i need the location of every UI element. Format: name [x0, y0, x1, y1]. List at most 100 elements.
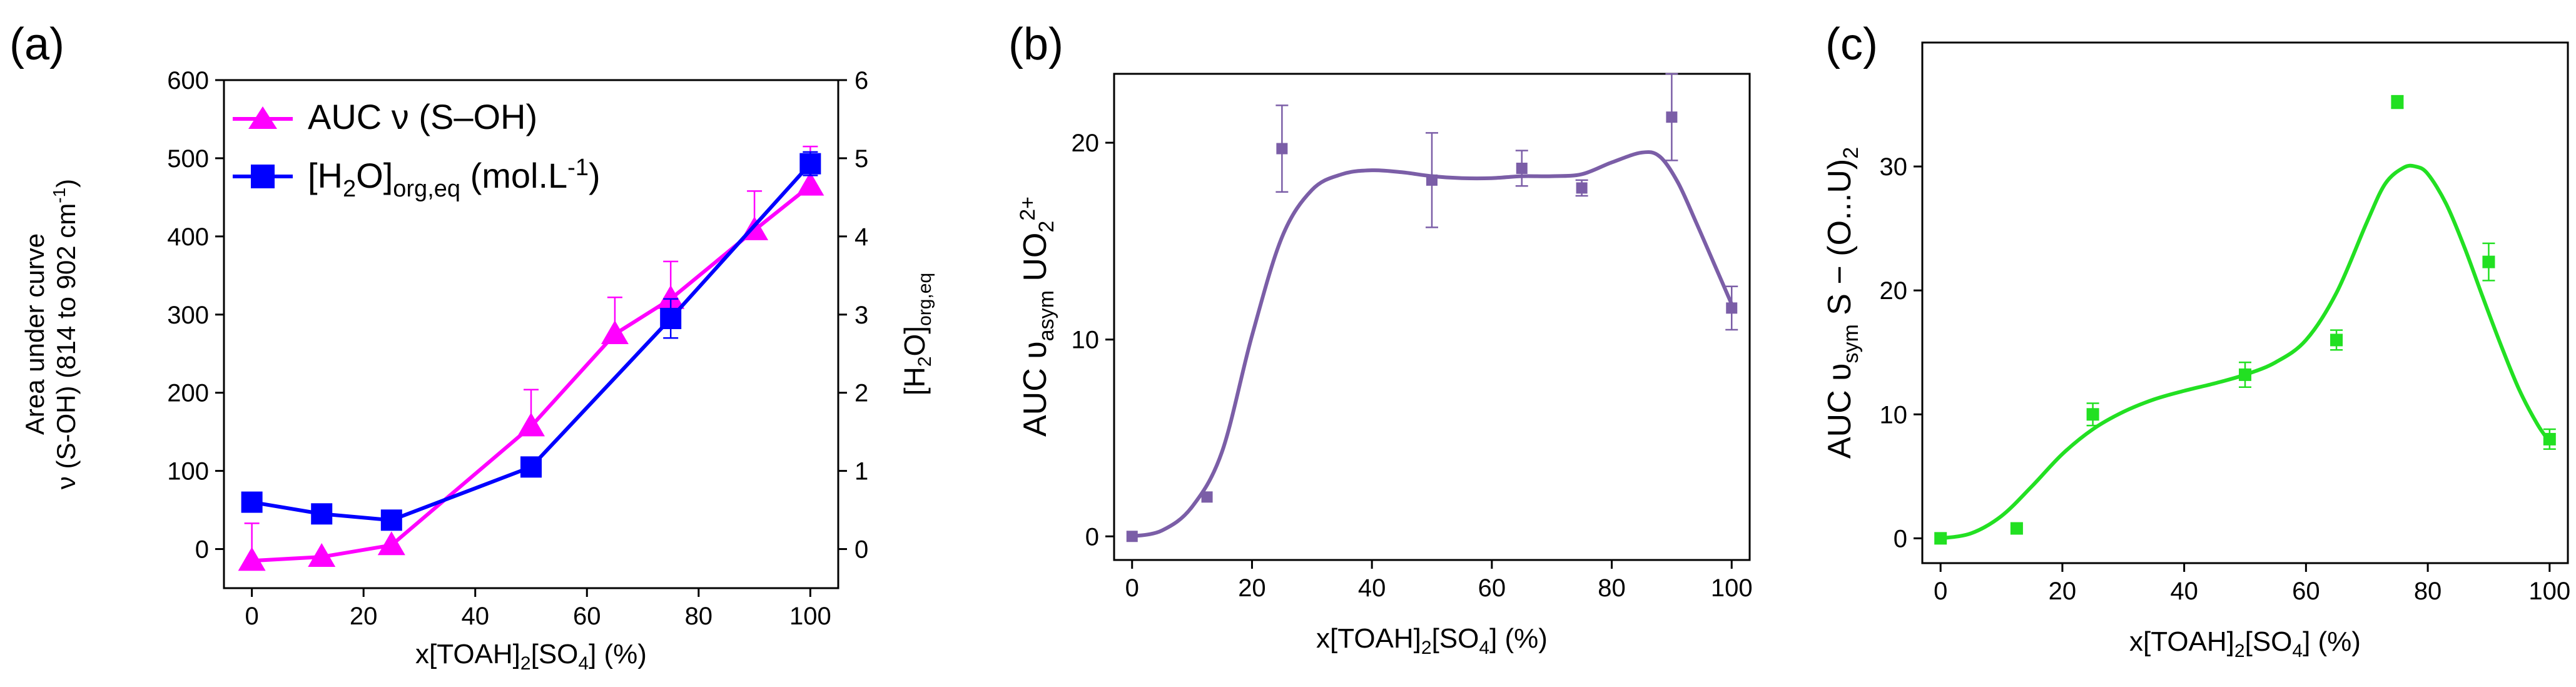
data-point	[1666, 111, 1678, 123]
y-tick-label: 10	[1880, 401, 1908, 429]
series-auc-line	[251, 184, 812, 563]
panel-b-label: (b)	[1008, 19, 1063, 69]
panel-b-x-axis-label: x[TOAH]2[SO4] (%)	[1316, 623, 1548, 658]
y-tick-label: 0	[195, 536, 209, 564]
series-h2o-point	[799, 153, 821, 175]
svg-text:AUC υasym UO22+: AUC υasym UO22+	[1016, 196, 1058, 437]
y-tick-label: 30	[1880, 153, 1908, 181]
x-tick-label: 40	[2170, 578, 2198, 605]
data-point	[1126, 531, 1138, 542]
series-auc-point	[601, 320, 629, 344]
panel-c-y-ticks: 0 10 20 30	[1880, 153, 1922, 552]
y2-tick-label: 2	[854, 380, 868, 407]
panel-a-label: (a)	[9, 19, 64, 69]
x-tick-label: 100	[789, 603, 831, 630]
y-tick-label: 200	[167, 380, 209, 407]
series-auc-point	[517, 412, 545, 437]
x-tick-label: 20	[2049, 578, 2077, 605]
y-tick-label: 0	[1894, 525, 1907, 552]
y-tick-label: 0	[1085, 523, 1099, 551]
x-tick-label: 0	[1125, 574, 1139, 602]
panel-a-y-axis-label: Area under curve ν (S-OH) (814 to 902 cm…	[20, 179, 81, 489]
y-tick-label: 500	[167, 145, 209, 173]
panel-b-series	[1126, 73, 1738, 542]
panel-a-y2-axis-label: [H2O]org,eq	[898, 273, 935, 395]
svg-text:[H2O]org,eq: [H2O]org,eq	[898, 273, 935, 395]
panel-a-y-ticks: 0 100 200 300 400 500 600	[167, 67, 224, 564]
panel-a-frame	[223, 79, 839, 589]
x-tick-label: 100	[1711, 574, 1753, 602]
panel-b-y-ticks: 0 10 20	[1072, 130, 1114, 551]
data-point	[2239, 368, 2251, 381]
y-tick-label: 300	[167, 302, 209, 329]
fit-curve	[1940, 163, 2552, 541]
series-auc-point	[377, 531, 405, 556]
x-tick-label: 80	[685, 603, 713, 630]
panel-b-frame	[1113, 73, 1751, 561]
y-tick-label: 10	[1072, 327, 1100, 354]
x-tick-label: 0	[245, 603, 259, 630]
data-point	[1516, 162, 1528, 174]
x-tick-label: 80	[1598, 574, 1626, 602]
y2-tick-label: 0	[854, 536, 868, 564]
panel-b-y-axis-label: AUC υasym UO22+	[1016, 196, 1058, 437]
data-point	[1726, 302, 1738, 314]
y-tick-label: 400	[167, 223, 209, 251]
y-tick-label: 600	[167, 67, 209, 94]
legend-auc-label: AUC ν (S–OH)	[308, 97, 537, 136]
x-tick-label: 100	[2528, 578, 2570, 605]
series-h2o-point	[660, 308, 682, 330]
series-h2o-point	[311, 503, 333, 525]
data-point	[1576, 182, 1588, 194]
legend-h2o-label: [H2O]org,eq (mol.L-1)	[308, 155, 601, 202]
svg-text:AUC υsym S − (O...U)2: AUC υsym S − (O...U)2	[1822, 147, 1863, 459]
y2-tick-label: 6	[854, 67, 868, 94]
y-tick-label: 20	[1072, 130, 1100, 157]
panel-b-x-ticks: 0 20 40 60 80 100	[1125, 560, 1753, 602]
panel-a-x-ticks: 0 20 40 60 80 100	[245, 588, 831, 630]
panel-c-series	[1934, 94, 2556, 545]
data-point	[2010, 522, 2023, 535]
series-auc-point	[308, 543, 336, 567]
data-point	[1934, 532, 1947, 545]
x-tick-label: 60	[573, 603, 601, 630]
panel-c-label: (c)	[1825, 19, 1878, 69]
panel-a-x-axis-label: x[TOAH]2[SO4] (%)	[415, 639, 647, 674]
panel-a-series	[238, 145, 824, 571]
data-point	[2391, 96, 2404, 109]
x-tick-label: 60	[1478, 574, 1506, 602]
panel-c-frame	[1921, 41, 2569, 564]
y2-tick-label: 4	[854, 223, 868, 251]
series-h2o-line	[251, 162, 812, 522]
data-point	[1276, 143, 1288, 155]
panel-c-x-axis-label: x[TOAH]2[SO4] (%)	[2129, 626, 2361, 661]
data-point	[1426, 174, 1438, 186]
panel-a-y2-ticks: 0 1 2 3 4 5 6	[838, 67, 868, 564]
series-auc-point	[796, 171, 824, 196]
fit-curve	[1132, 150, 1734, 539]
series-h2o-point	[241, 491, 263, 513]
data-point	[2543, 432, 2556, 445]
data-point	[1201, 491, 1213, 503]
legend-auc-marker	[248, 106, 277, 129]
y2-tick-label: 1	[854, 458, 868, 486]
svg-text:Area under curve: Area under curve	[20, 233, 49, 435]
x-tick-label: 60	[2292, 578, 2320, 605]
svg-text:ν (S-OH) (814 to 902 cm-1): ν (S-OH) (814 to 902 cm-1)	[49, 179, 81, 489]
x-tick-label: 40	[461, 603, 489, 630]
x-tick-label: 0	[1934, 578, 1947, 605]
panel-c-x-ticks: 0 20 40 60 80 100	[1934, 563, 2570, 605]
series-auc-point	[238, 547, 266, 571]
y2-tick-label: 3	[854, 302, 868, 329]
series-h2o-point	[380, 509, 402, 531]
series-h2o-point	[520, 456, 542, 478]
x-tick-label: 20	[350, 603, 378, 630]
y-tick-label: 100	[167, 458, 209, 486]
series-auc-point	[657, 285, 685, 309]
data-point	[2482, 255, 2495, 268]
x-tick-label: 80	[2414, 578, 2442, 605]
x-tick-label: 40	[1358, 574, 1386, 602]
y2-tick-label: 5	[854, 145, 868, 173]
x-tick-label: 20	[1238, 574, 1266, 602]
